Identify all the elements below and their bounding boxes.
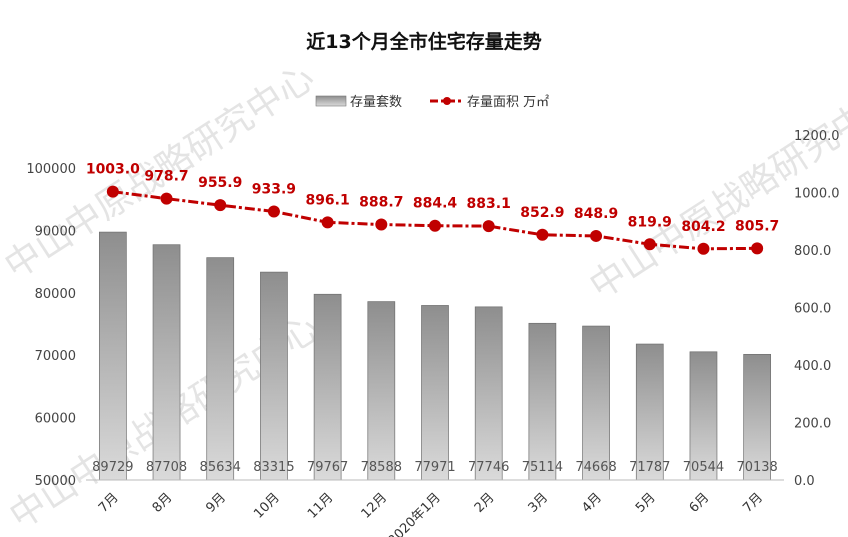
left-y-axis: 50000 60000 70000 80000 90000 100000 — [26, 162, 76, 489]
right-y-tick-label: 600.0 — [794, 302, 831, 317]
line-point — [321, 216, 334, 229]
x-tick-label: 4月 — [579, 490, 605, 516]
bar-value-label: 70544 — [683, 460, 724, 475]
line-point — [214, 199, 227, 212]
x-tick-label: 5月 — [633, 490, 659, 516]
bar — [582, 325, 610, 481]
bar-value-label: 83315 — [253, 460, 294, 475]
line-point — [267, 205, 280, 218]
line-point — [482, 220, 495, 233]
legend-bar-swatch — [315, 95, 347, 107]
bar-value-label: 71787 — [629, 460, 670, 475]
left-y-tick-label: 90000 — [35, 224, 76, 239]
left-y-tick-label: 100000 — [26, 162, 76, 177]
bar — [313, 293, 342, 481]
left-y-tick-label: 80000 — [35, 287, 76, 302]
line-value-label: 1003.0 — [86, 162, 140, 178]
right-y-tick-label: 800.0 — [794, 244, 831, 259]
x-tick-label: 10月 — [251, 490, 282, 521]
line-point — [429, 219, 441, 232]
line-point — [751, 242, 764, 255]
bar-value-label: 85634 — [200, 460, 241, 475]
line-value-label: 805.7 — [735, 218, 779, 234]
x-tick-label: 2月 — [472, 490, 498, 516]
line-value-label: 896.1 — [305, 192, 349, 208]
right-y-tick-label: 200.0 — [794, 417, 831, 432]
line-value-label: 848.9 — [574, 206, 618, 222]
bar-value-label: 77746 — [468, 460, 509, 475]
legend-line-marker — [443, 97, 451, 105]
line-value-label: 852.9 — [520, 205, 564, 221]
bar-value-label: 70138 — [736, 460, 777, 475]
line-value-label: 804.2 — [681, 219, 725, 235]
line-series — [106, 185, 764, 255]
legend: 存量套数 存量面积 万㎡ — [315, 94, 549, 110]
bar — [689, 351, 718, 481]
line-point — [590, 229, 603, 242]
legend-line-label: 存量面积 万㎡ — [467, 95, 549, 110]
line-value-label: 883.1 — [467, 196, 511, 212]
left-y-tick-label: 50000 — [35, 474, 76, 489]
line-point — [160, 192, 173, 205]
bar — [528, 322, 557, 481]
bar — [367, 301, 396, 481]
bar-value-label: 89729 — [92, 460, 133, 475]
right-y-tick-label: 400.0 — [794, 359, 831, 374]
bar — [260, 271, 288, 481]
right-y-tick-label: 1200.0 — [794, 129, 840, 144]
x-tick-label: 8月 — [150, 490, 176, 516]
right-y-axis: 0.0 200.0 400.0 600.0 800.0 1000.0 1200.0 — [794, 129, 840, 489]
line-value-label: 978.7 — [144, 169, 188, 185]
line-point — [697, 242, 710, 255]
bar — [635, 343, 664, 481]
x-tick-label: 3月 — [526, 490, 552, 516]
bar-value-label: 75114 — [522, 460, 563, 475]
bar — [421, 305, 449, 481]
bar — [206, 257, 235, 481]
legend-bar-label: 存量套数 — [350, 94, 402, 110]
bar-value-label: 74668 — [575, 460, 616, 475]
x-tick-label: 11月 — [305, 490, 336, 521]
line-value-label: 955.9 — [198, 175, 242, 191]
bar-value-label: 87708 — [146, 460, 187, 475]
x-tick-label: 9月 — [203, 490, 229, 516]
x-tick-label: 12月 — [359, 490, 390, 521]
bar-value-label: 77971 — [414, 460, 455, 475]
line-value-label: 933.9 — [252, 182, 296, 198]
bar — [152, 244, 181, 481]
bar-value-label: 78588 — [361, 460, 402, 475]
right-y-tick-label: 1000.0 — [794, 187, 840, 202]
line-value-labels: 1003.0 978.7 955.9 933.9 896.1 888.7 884.4 883.… — [86, 162, 779, 235]
line-point — [536, 228, 549, 241]
x-tick-label: 6月 — [687, 490, 713, 516]
bar — [743, 353, 772, 481]
bar-series — [98, 231, 772, 481]
chart-title: 近13个月全市住宅存量走势 — [306, 30, 541, 53]
line-value-label: 884.4 — [413, 196, 458, 212]
right-y-tick-label: 0.0 — [794, 474, 815, 489]
line-point — [106, 185, 119, 198]
line-point — [643, 238, 656, 251]
bar — [474, 306, 503, 481]
bar-value-labels: 89729 87708 85634 83315 79767 78588 77971 77746… — [92, 460, 778, 475]
line-value-label: 819.9 — [628, 214, 672, 230]
bar-value-label: 79767 — [307, 460, 348, 475]
line-point — [375, 218, 388, 231]
x-tick-label: 7月 — [740, 490, 766, 516]
bar — [98, 231, 127, 481]
left-y-tick-label: 70000 — [35, 349, 76, 364]
line-value-label: 888.7 — [359, 194, 403, 210]
left-y-tick-label: 60000 — [35, 412, 76, 427]
x-tick-label: 7月 — [96, 490, 122, 516]
x-tick-label: 2020年1月 — [386, 490, 444, 537]
